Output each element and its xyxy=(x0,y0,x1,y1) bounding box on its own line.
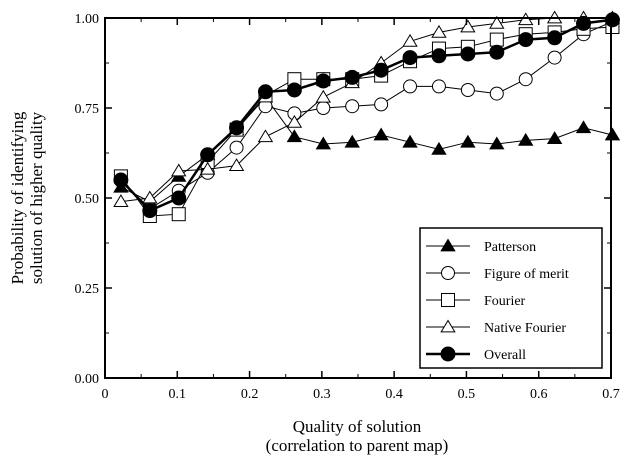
x-axis-title-line2: (correlation to parent map) xyxy=(266,436,449,455)
data-point xyxy=(604,127,621,141)
y-tick-label: 0.50 xyxy=(75,192,100,207)
data-point xyxy=(402,33,418,47)
data-point xyxy=(546,131,563,144)
x-tick-label: 0.1 xyxy=(169,387,187,402)
x-tick-label: 0.4 xyxy=(385,387,403,402)
data-point xyxy=(431,24,447,38)
data-point xyxy=(113,172,129,188)
data-point xyxy=(315,89,332,103)
series-line xyxy=(120,26,613,217)
legend-label: Fourier xyxy=(484,294,526,309)
data-point xyxy=(374,97,389,112)
legend-label: Figure of merit xyxy=(484,267,569,282)
legend-entry: Fourier xyxy=(426,293,526,309)
legend-entry: Native Fourier xyxy=(426,319,566,336)
data-point xyxy=(257,84,273,100)
x-tick-label: 0.6 xyxy=(530,387,548,402)
series-line xyxy=(120,21,613,210)
series-line xyxy=(119,18,613,213)
data-point xyxy=(489,136,505,150)
data-point xyxy=(315,136,332,150)
data-point xyxy=(373,127,389,141)
data-point xyxy=(171,190,187,206)
data-point xyxy=(257,129,274,143)
data-point xyxy=(171,207,186,222)
x-tick-label: 0.5 xyxy=(458,387,476,402)
y-tick-label: 0.75 xyxy=(75,102,100,117)
x-axis-title-line1: Quality of solution xyxy=(293,417,422,436)
data-point xyxy=(431,141,447,155)
series-patterson xyxy=(113,89,621,207)
series-figure-of-merit xyxy=(113,14,620,216)
data-point xyxy=(286,82,302,98)
data-point xyxy=(547,50,562,65)
data-point xyxy=(489,32,504,47)
legend-label: Native Fourier xyxy=(484,321,566,336)
data-point xyxy=(200,147,216,163)
y-tick-label: 0.00 xyxy=(75,372,100,387)
data-point xyxy=(431,48,447,64)
x-tick-label: 0.3 xyxy=(313,387,331,402)
data-point xyxy=(142,190,158,204)
x-tick-label: 0 xyxy=(102,387,109,402)
legend-marker xyxy=(441,266,455,280)
x-tick-label: 0.7 xyxy=(602,387,620,402)
data-point xyxy=(315,73,331,89)
data-point xyxy=(344,69,360,85)
data-point xyxy=(460,19,476,33)
series-native-fourier xyxy=(113,10,621,207)
data-point xyxy=(142,203,158,219)
y-tick-label: 0.25 xyxy=(75,282,100,297)
legend-entry: Patterson xyxy=(426,238,536,255)
data-point xyxy=(229,140,244,155)
data-point xyxy=(431,79,446,94)
data-point xyxy=(489,86,504,101)
data-point xyxy=(286,114,303,128)
data-point xyxy=(460,83,475,97)
data-point xyxy=(229,120,245,136)
y-axis-title-line2: solution of higher quality xyxy=(27,111,46,284)
data-point xyxy=(518,72,533,87)
legend-entry: Figure of merit xyxy=(426,266,569,282)
data-point xyxy=(576,15,592,31)
data-point xyxy=(345,99,360,114)
legend-marker xyxy=(441,293,455,307)
data-point xyxy=(518,32,534,48)
data-point xyxy=(316,101,331,115)
legend-label: Patterson xyxy=(484,240,536,255)
data-point xyxy=(604,12,620,28)
data-point xyxy=(403,79,418,94)
legend-marker xyxy=(440,346,456,362)
data-point xyxy=(373,62,389,78)
data-point xyxy=(113,194,129,207)
data-point xyxy=(171,163,187,177)
y-axis-title-line1: Probability of identifying xyxy=(8,111,27,284)
legend-marker xyxy=(440,319,456,333)
data-point xyxy=(199,161,216,175)
data-point xyxy=(402,134,418,148)
data-point xyxy=(517,132,534,146)
data-point xyxy=(228,158,245,171)
data-point xyxy=(402,50,418,66)
data-point xyxy=(344,134,360,148)
data-point xyxy=(489,15,505,29)
legend-entry: Overall xyxy=(426,346,526,363)
legend-label: Overall xyxy=(484,348,526,363)
legend-marker xyxy=(440,238,456,252)
data-point xyxy=(489,44,505,60)
y-tick-label: 1.00 xyxy=(75,12,100,27)
data-point xyxy=(460,46,476,62)
data-point xyxy=(547,30,563,46)
data-point xyxy=(575,120,592,134)
series-overall xyxy=(113,12,620,219)
x-tick-label: 0.2 xyxy=(241,387,259,402)
series-fourier xyxy=(113,20,620,223)
data-point xyxy=(286,129,303,143)
data-point xyxy=(460,134,476,148)
